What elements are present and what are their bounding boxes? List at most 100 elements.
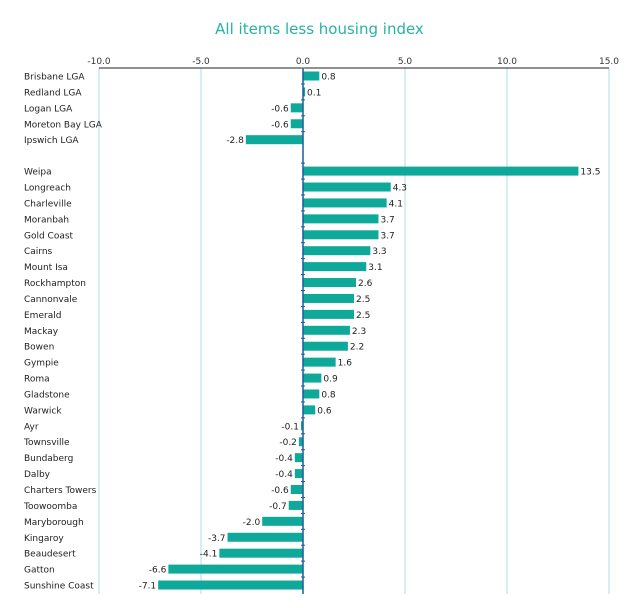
data-label: 3.7 (380, 231, 394, 241)
x-tick-label: 15.0 (599, 57, 619, 67)
category-label: Brisbane LGA (24, 73, 85, 83)
bar (290, 103, 303, 113)
bar (303, 373, 322, 383)
category-label: Roma (24, 375, 50, 385)
bar (219, 548, 303, 558)
x-tick-label: -10.0 (87, 57, 111, 67)
bar (303, 87, 306, 97)
data-label: 3.7 (380, 215, 394, 225)
category-label: Redland LGA (24, 88, 82, 98)
bar (303, 262, 367, 272)
category-label: Emerald (24, 311, 61, 321)
category-label: Cannonvale (24, 295, 78, 305)
category-label: Gympie (24, 359, 59, 369)
category-label: Longreach (24, 184, 71, 194)
x-tick-label: 5.0 (398, 57, 413, 67)
chart-title: All items less housing index (215, 20, 424, 38)
bar (290, 119, 303, 129)
data-label: -0.1 (281, 422, 299, 432)
category-label: Beaudesert (24, 550, 76, 560)
data-label: -0.7 (269, 502, 287, 512)
data-label: -0.6 (271, 120, 289, 130)
data-label: 2.2 (350, 343, 364, 353)
category-label: Mount Isa (24, 263, 68, 273)
x-tick-label: 0.0 (296, 57, 311, 67)
data-label: 0.8 (321, 390, 336, 400)
data-label: 0.8 (321, 73, 336, 83)
data-label: 2.5 (356, 311, 370, 321)
data-label: -0.4 (275, 454, 293, 464)
bar (294, 469, 303, 479)
bar (303, 293, 354, 303)
data-label: -0.6 (271, 104, 289, 114)
data-label: -4.1 (200, 550, 218, 560)
category-label: Maryborough (24, 518, 84, 528)
bar (303, 325, 350, 335)
category-label: Moreton Bay LGA (24, 120, 103, 130)
category-label: Townsville (23, 438, 70, 448)
bar (303, 230, 379, 240)
bar (303, 278, 357, 288)
category-label: Mackay (24, 327, 59, 337)
category-label: Logan LGA (24, 104, 73, 114)
category-label: Toowoomba (23, 502, 77, 512)
bar (303, 198, 387, 208)
data-label: 3.3 (372, 247, 386, 257)
bar (158, 580, 303, 590)
data-label: 4.3 (393, 184, 407, 194)
x-tick-label: 10.0 (497, 57, 517, 67)
bar (290, 485, 303, 494)
category-label: Kingaroy (24, 534, 64, 544)
bar (303, 357, 336, 367)
bar (303, 214, 379, 224)
category-label: Sunshine Coast (24, 582, 94, 592)
data-label: -0.6 (271, 486, 289, 496)
data-label: 4.1 (389, 199, 403, 209)
bar (227, 532, 303, 542)
bar (303, 246, 371, 256)
data-label: 0.9 (323, 375, 338, 385)
category-label: Gatton (24, 566, 55, 576)
category-label: Gold Coast (24, 231, 74, 241)
bar (168, 564, 303, 574)
bar (245, 135, 303, 145)
data-label: -0.4 (275, 470, 293, 480)
bar (300, 421, 303, 431)
category-label: Ayr (24, 422, 39, 432)
data-label: 13.5 (580, 168, 600, 178)
bar (294, 453, 303, 463)
data-label: 2.6 (358, 279, 373, 289)
category-label: Weipa (24, 168, 52, 178)
data-label: -2.8 (226, 136, 244, 146)
bar (262, 516, 303, 526)
data-label: -0.2 (279, 438, 297, 448)
data-label: -6.6 (149, 566, 167, 576)
category-label: Warwick (24, 406, 62, 416)
category-label: Bowen (24, 343, 54, 353)
x-tick-label: -5.0 (192, 57, 210, 67)
bar (298, 437, 303, 447)
bar (303, 341, 348, 351)
data-label: 0.1 (307, 88, 321, 98)
category-label: Moranbah (24, 215, 69, 225)
bar (303, 182, 391, 192)
data-label: -2.0 (243, 518, 261, 528)
data-label: 2.3 (352, 327, 366, 337)
bar (303, 71, 320, 81)
category-label: Gladstone (24, 390, 70, 400)
bar (303, 166, 579, 176)
bar (303, 405, 316, 415)
category-label: Charters Towers (24, 486, 97, 496)
data-label: 1.6 (338, 359, 353, 369)
category-label: Ipswich LGA (24, 136, 79, 146)
data-label: -3.7 (208, 534, 226, 544)
category-label: Dalby (24, 470, 51, 480)
category-label: Charleville (24, 199, 72, 209)
category-label: Bundaberg (24, 454, 73, 464)
category-label: Rockhampton (24, 279, 86, 289)
data-label: 2.5 (356, 295, 370, 305)
bar (303, 389, 320, 399)
data-label: 3.1 (368, 263, 382, 273)
